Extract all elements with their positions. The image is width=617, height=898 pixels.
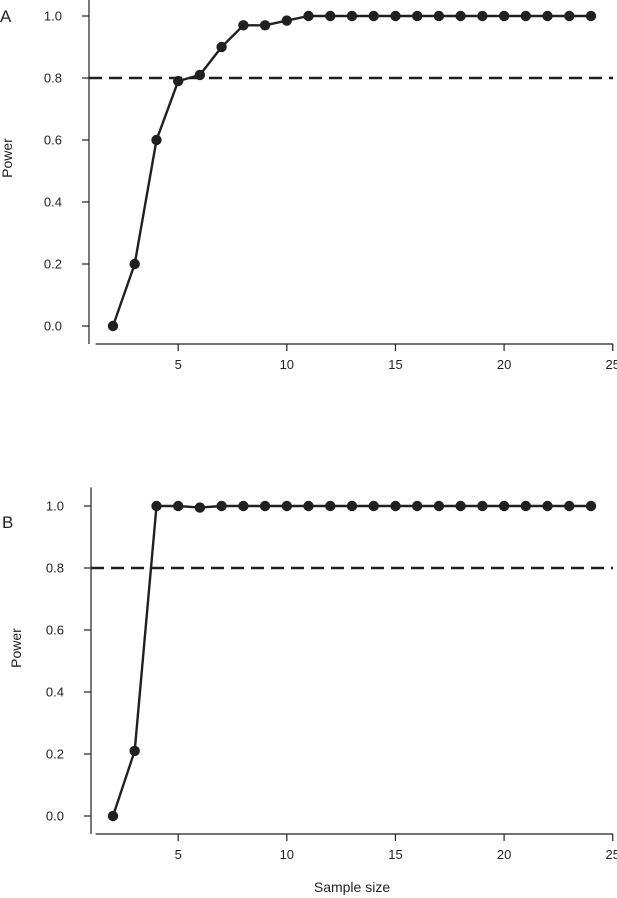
panel-a-data-point bbox=[585, 10, 597, 22]
panel-a-data-point bbox=[238, 20, 249, 31]
panel-a-data-point bbox=[455, 10, 466, 22]
panel-b-y-tick-label: 0.4 bbox=[46, 685, 64, 700]
panel-b-data-point bbox=[390, 500, 401, 512]
panel-a-x-tick-label: 5 bbox=[175, 357, 182, 372]
panel-b-x-axis-title: Sample size bbox=[314, 879, 390, 895]
panel-b-data-point bbox=[173, 500, 184, 512]
panel-a-y-tick-label: 0.4 bbox=[44, 195, 62, 210]
panel-b-data-point bbox=[542, 500, 553, 512]
panel-a-data-point bbox=[129, 258, 140, 270]
panel-a-y-tick-label: 0.2 bbox=[44, 257, 62, 272]
panel-a-axes bbox=[88, 0, 613, 345]
panel-a-data-point bbox=[433, 10, 445, 22]
panel-a-y-tick-label: 0.8 bbox=[44, 71, 62, 86]
panel-b-y-tick-label: 0.0 bbox=[46, 809, 64, 824]
panel-a-y-tick-label: 0.0 bbox=[44, 319, 62, 334]
panel-a-data-point bbox=[346, 10, 358, 22]
panel-b-data-point bbox=[259, 500, 271, 512]
panel-a-data-point bbox=[542, 10, 553, 22]
panel-a: A Power 0.0 0.2 0.4 0.6 0.8 1.0 5 10 15 20 25 bbox=[0, 0, 617, 372]
panel-a-data-point bbox=[194, 69, 206, 81]
panel-a-data-point bbox=[151, 134, 162, 146]
panel-a-x-tick-label: 15 bbox=[388, 357, 402, 372]
panel-a-data-point bbox=[259, 20, 271, 31]
panel-b-data-point bbox=[368, 500, 379, 512]
panel-b-data-point bbox=[238, 500, 249, 512]
panel-a-data-point bbox=[325, 10, 336, 22]
panel-b-data-point bbox=[346, 500, 358, 512]
panel-b-data-point bbox=[216, 500, 227, 512]
panel-a-data-point bbox=[412, 10, 423, 22]
panel-a-data-point bbox=[564, 10, 575, 22]
panel-b-y-tick-label: 1.0 bbox=[46, 499, 64, 514]
panel-a-data-point bbox=[477, 10, 488, 22]
panel-b-series-line bbox=[111, 504, 591, 817]
panel-b-data-point bbox=[433, 500, 445, 512]
panel-b: B Power Sample size 0.0 0.2 0.4 0.6 0.8 1.0 5 1… bbox=[2, 487, 617, 895]
panel-a-series bbox=[107, 10, 597, 332]
panel-b-data-point bbox=[129, 745, 140, 757]
panel-b-y-tick-label: 0.2 bbox=[46, 747, 64, 762]
panel-b-label: B bbox=[2, 513, 13, 532]
panel-b-x-tick-label: 15 bbox=[388, 847, 402, 862]
panel-b-data-point bbox=[498, 500, 510, 512]
panel-b-data-point bbox=[520, 500, 531, 512]
panel-a-x-tick-label: 20 bbox=[497, 357, 511, 372]
panel-b-axes bbox=[90, 487, 613, 835]
panel-b-series bbox=[107, 500, 597, 822]
panel-b-data-point bbox=[107, 810, 119, 822]
panel-b-y-axis-title: Power bbox=[8, 628, 24, 668]
panel-a-x-tick-label: 10 bbox=[280, 357, 294, 372]
panel-b-data-point bbox=[194, 502, 206, 513]
panel-a-y-tick-label: 1.0 bbox=[44, 9, 62, 24]
panel-b-data-point bbox=[412, 500, 423, 512]
panel-a-x-tick-label: 25 bbox=[605, 357, 617, 372]
panel-a-data-point bbox=[281, 15, 292, 26]
panel-b-data-point bbox=[151, 500, 162, 512]
panel-b-data-point bbox=[325, 500, 336, 512]
panel-b-x-tick-label: 5 bbox=[175, 847, 182, 862]
panel-a-data-point bbox=[216, 41, 227, 53]
panel-b-x-tick-label: 10 bbox=[280, 847, 294, 862]
panel-b-y-tick-label: 0.8 bbox=[46, 561, 64, 576]
panel-b-data-point bbox=[564, 500, 575, 512]
panel-a-data-point bbox=[498, 10, 510, 22]
panel-b-data-point bbox=[585, 500, 597, 512]
panel-a-y-tick-label: 0.6 bbox=[44, 133, 62, 148]
panel-a-data-point bbox=[390, 10, 401, 22]
panel-a-y-axis-title: Power bbox=[0, 138, 15, 178]
panel-b-x-tick-label: 20 bbox=[497, 847, 511, 862]
panel-a-data-point bbox=[520, 10, 531, 22]
panel-a-data-point bbox=[303, 10, 314, 22]
panel-a-series-line bbox=[111, 14, 591, 327]
panel-a-ticks: 0.0 0.2 0.4 0.6 0.8 1.0 5 10 15 20 25 bbox=[44, 9, 617, 373]
panel-b-data-point bbox=[477, 500, 488, 512]
panel-a-data-point bbox=[107, 320, 119, 332]
panel-a-data-point bbox=[368, 10, 379, 22]
panel-b-y-tick-label: 0.6 bbox=[46, 623, 64, 638]
panel-b-data-point bbox=[303, 500, 314, 512]
panel-b-data-point bbox=[455, 500, 466, 512]
panel-a-data-point bbox=[173, 75, 184, 87]
panel-b-data-point bbox=[281, 500, 292, 512]
panel-b-x-tick-label: 25 bbox=[605, 847, 617, 862]
panel-b-ticks: 0.0 0.2 0.4 0.6 0.8 1.0 5 10 15 20 25 bbox=[46, 499, 617, 863]
panel-a-label: A bbox=[0, 7, 12, 26]
